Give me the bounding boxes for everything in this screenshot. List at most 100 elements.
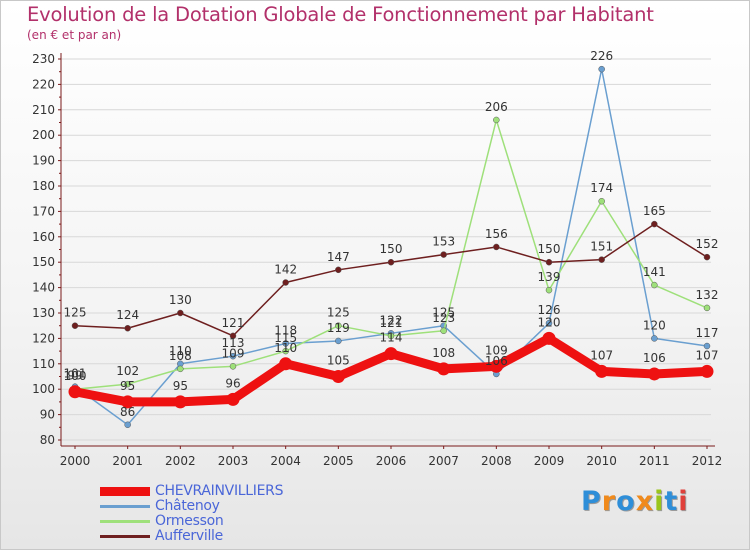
data-point xyxy=(229,332,237,340)
data-point xyxy=(229,363,237,370)
data-label: 165 xyxy=(643,204,666,218)
data-point xyxy=(493,243,500,251)
data-point xyxy=(545,319,553,327)
proxiti-logo: Proxiti xyxy=(581,486,689,517)
data-label: 124 xyxy=(116,308,139,322)
data-point xyxy=(279,357,293,371)
data-label: 174 xyxy=(590,181,613,195)
chart-title: Evolution de la Dotation Globale de Fonc… xyxy=(27,3,654,26)
data-point xyxy=(68,385,82,399)
data-label: 114 xyxy=(380,331,403,345)
data-point xyxy=(124,324,131,332)
data-point xyxy=(124,421,131,429)
data-point xyxy=(651,281,658,289)
data-point xyxy=(545,258,553,266)
data-point xyxy=(229,352,237,360)
x-tick-label: 2008 xyxy=(481,454,512,468)
data-point xyxy=(282,347,289,355)
data-label: 150 xyxy=(380,242,403,256)
data-point xyxy=(282,340,289,347)
y-tick-label: 100 xyxy=(32,382,55,396)
data-label: 156 xyxy=(485,227,508,241)
data-point xyxy=(437,362,451,376)
data-point xyxy=(226,392,240,406)
data-label: 86 xyxy=(120,405,135,419)
data-point xyxy=(124,380,131,388)
data-point xyxy=(651,335,658,342)
data-label: 115 xyxy=(274,331,297,345)
data-point xyxy=(335,266,342,274)
y-tick-label: 210 xyxy=(32,103,55,117)
data-point xyxy=(703,253,711,261)
data-label: 122 xyxy=(380,313,403,327)
data-label: 121 xyxy=(222,316,245,330)
data-point xyxy=(700,364,714,378)
data-label: 117 xyxy=(696,326,719,340)
y-tick-label: 140 xyxy=(32,281,55,295)
data-point xyxy=(595,364,609,378)
data-label: 142 xyxy=(274,263,297,277)
data-label: 118 xyxy=(274,323,297,337)
data-label: 109 xyxy=(222,346,245,360)
legend-label: CHEVRAINVILLIERS xyxy=(155,483,284,499)
data-point xyxy=(387,332,395,340)
data-point xyxy=(71,322,79,329)
x-tick-label: 2000 xyxy=(60,454,91,468)
data-point xyxy=(647,367,661,381)
data-label: 102 xyxy=(116,364,139,378)
legend-label: Ormesson xyxy=(155,513,224,529)
data-label: 151 xyxy=(590,240,613,254)
data-label: 132 xyxy=(696,288,719,302)
x-tick-label: 2004 xyxy=(270,454,301,468)
data-label: 110 xyxy=(274,341,297,355)
data-point xyxy=(703,342,711,350)
legend-swatch xyxy=(100,520,150,523)
data-point xyxy=(440,251,447,258)
data-label: 99 xyxy=(67,369,82,383)
data-label: 120 xyxy=(538,315,561,329)
data-point xyxy=(384,347,398,361)
y-tick-label: 130 xyxy=(32,306,55,320)
legend-swatch xyxy=(100,535,150,538)
y-tick-label: 180 xyxy=(32,179,55,193)
data-label: 113 xyxy=(222,336,245,350)
data-label: 125 xyxy=(432,306,455,320)
legend-label: Châtenoy xyxy=(155,498,220,514)
data-label: 110 xyxy=(169,344,192,358)
legend-label: Aufferville xyxy=(155,528,223,544)
y-tick-label: 190 xyxy=(32,154,55,168)
y-tick-label: 220 xyxy=(32,77,55,91)
y-tick-label: 170 xyxy=(32,204,55,218)
data-point xyxy=(651,220,658,228)
data-label: 108 xyxy=(432,346,455,360)
x-tick-label: 2003 xyxy=(218,454,249,468)
data-point xyxy=(335,337,342,345)
data-point xyxy=(598,197,605,205)
x-tick-label: 2001 xyxy=(112,454,143,468)
x-tick-label: 2010 xyxy=(586,454,617,468)
data-point xyxy=(493,116,500,124)
data-label: 121 xyxy=(380,316,403,330)
x-tick-label: 2009 xyxy=(534,454,565,468)
data-point xyxy=(489,359,503,373)
data-point xyxy=(387,258,395,266)
data-label: 107 xyxy=(590,348,613,362)
data-label: 130 xyxy=(169,293,192,307)
data-point xyxy=(173,395,187,409)
data-label: 152 xyxy=(696,237,719,251)
data-point xyxy=(598,256,605,263)
y-tick-label: 150 xyxy=(32,255,55,269)
y-tick-label: 110 xyxy=(32,357,55,371)
data-label: 125 xyxy=(64,306,87,320)
data-label: 109 xyxy=(485,343,508,357)
data-label: 141 xyxy=(643,265,666,279)
data-label: 106 xyxy=(643,351,666,365)
data-point xyxy=(335,322,342,329)
data-label: 123 xyxy=(432,311,455,325)
data-point xyxy=(440,327,447,335)
data-label: 101 xyxy=(64,367,87,381)
data-label: 147 xyxy=(327,250,350,264)
data-point xyxy=(331,370,345,383)
data-label: 95 xyxy=(173,379,188,393)
